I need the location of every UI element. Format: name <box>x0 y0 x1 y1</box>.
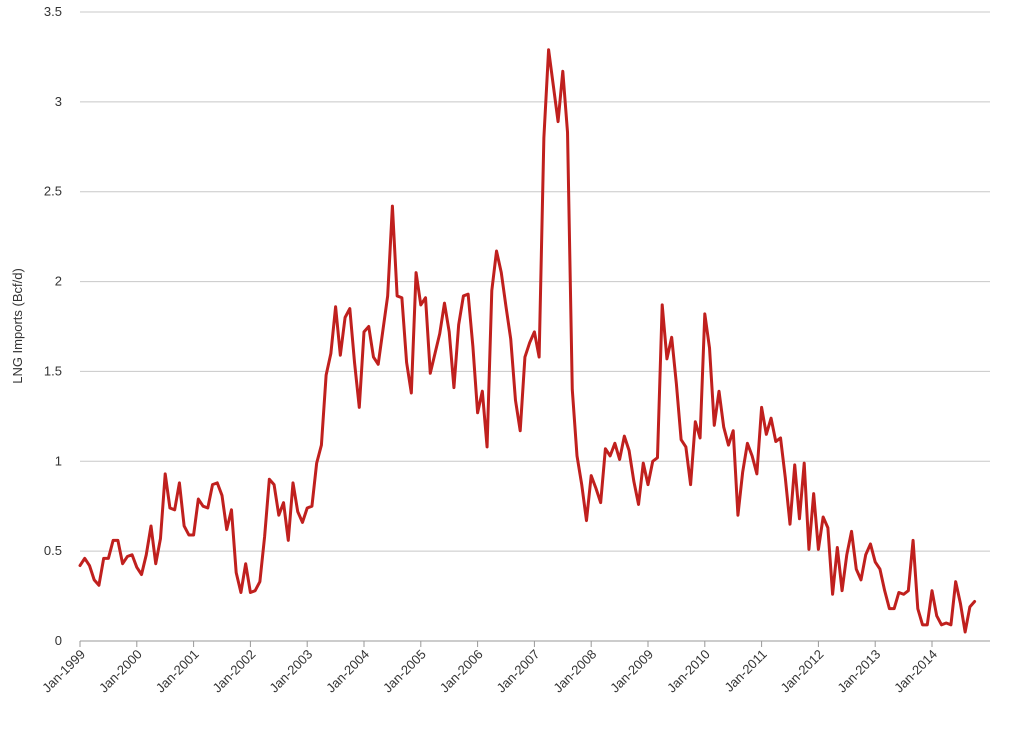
series-line-lng-imports <box>78 48 977 634</box>
y-axis-tick-labels: 0 0.5 1 1.5 2 2.5 3 3.5 <box>44 4 62 648</box>
y-tick-label: 3.5 <box>44 4 62 19</box>
x-tick-label: Jan-2009 <box>607 647 656 696</box>
x-axis-tick-labels: Jan-1999 Jan-2000 Jan-2001 Jan-2002 Jan-2003… <box>39 647 940 696</box>
y-axis-title: LNG Imports (Bcf/d) <box>10 268 25 384</box>
x-tick-label: Jan-2005 <box>380 647 429 696</box>
x-tick-label: Jan-2008 <box>550 647 599 696</box>
y-tick-label: 1 <box>55 453 62 468</box>
x-tick-label: Jan-2011 <box>721 647 769 695</box>
x-tick-label: Jan-1999 <box>39 647 88 696</box>
y-tick-label: 0.5 <box>44 543 62 558</box>
x-tick-label: Jan-2001 <box>153 647 202 696</box>
x-tick-label: Jan-2006 <box>437 647 486 696</box>
x-tick-label: Jan-2000 <box>96 647 145 696</box>
y-tick-label: 1.5 <box>44 363 62 378</box>
x-tick-label: Jan-2003 <box>266 647 315 696</box>
y-tick-label: 0 <box>55 633 62 648</box>
x-tick-label: Jan-2010 <box>664 647 713 696</box>
x-tick-label: Jan-2014 <box>891 647 940 696</box>
x-tick-label: Jan-2012 <box>778 647 827 696</box>
x-tick-label: Jan-2004 <box>323 647 372 696</box>
gridlines <box>80 11 990 642</box>
x-tick-label: Jan-2013 <box>834 647 883 696</box>
x-tick-label: Jan-2002 <box>210 647 259 696</box>
x-axis <box>79 640 990 647</box>
y-tick-label: 2.5 <box>44 184 62 199</box>
y-tick-label: 2 <box>55 274 62 289</box>
y-tick-label: 3 <box>55 94 62 109</box>
x-tick-label: Jan-2007 <box>494 647 543 696</box>
